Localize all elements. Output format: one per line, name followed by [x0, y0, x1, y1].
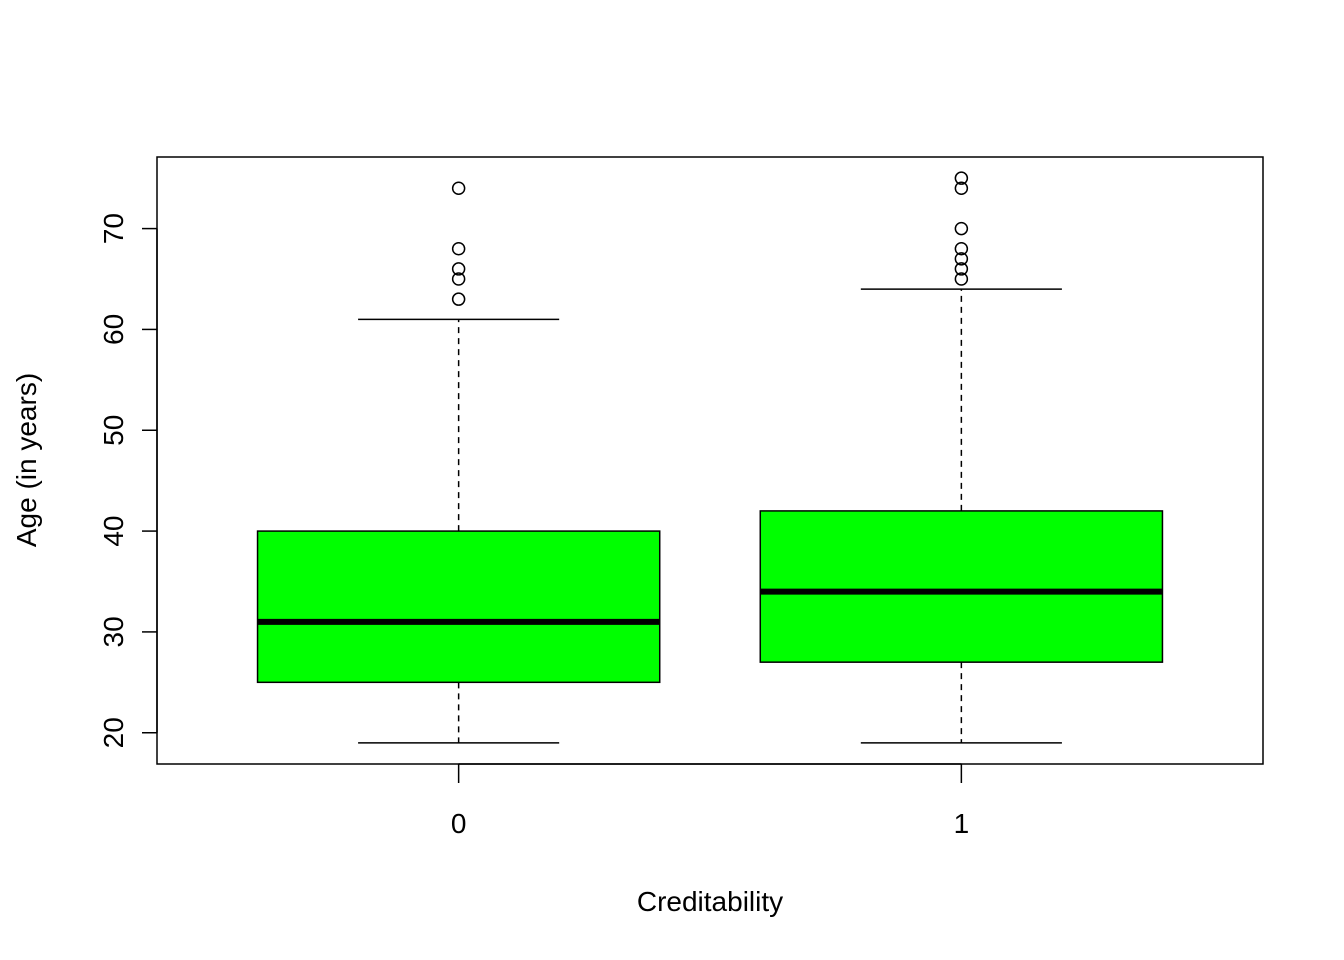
y-tick-label: 50	[98, 415, 129, 446]
outlier-point	[451, 272, 466, 286]
outlier-point	[451, 262, 466, 276]
outlier-point	[451, 181, 466, 196]
x-axis-title: Creditability	[637, 886, 783, 917]
box-iqr	[256, 530, 661, 684]
x-tick-label: 0	[451, 808, 467, 839]
y-tick-label: 70	[98, 213, 129, 244]
outlier-point	[954, 272, 969, 286]
outlier-point	[954, 242, 969, 256]
box-group-0	[256, 181, 661, 744]
box-iqr	[759, 510, 1164, 663]
y-tick-label: 30	[98, 616, 129, 647]
outlier-point	[954, 221, 969, 236]
x-tick-label: 1	[954, 808, 970, 839]
y-tick-label: 40	[98, 516, 129, 547]
outlier-point	[954, 262, 969, 276]
boxes	[256, 171, 1164, 744]
y-tick-label: 60	[98, 314, 129, 345]
y-tick-label: 20	[98, 717, 129, 748]
outlier-point	[954, 181, 969, 196]
box-group-1	[759, 171, 1164, 744]
y-axis: 20 30 40 50 60 70	[98, 213, 158, 748]
outlier-point	[954, 252, 969, 266]
outlier-point	[954, 171, 969, 185]
outlier-point	[451, 292, 466, 306]
outlier-point	[451, 242, 466, 256]
y-axis-title: Age (in years)	[11, 373, 42, 547]
